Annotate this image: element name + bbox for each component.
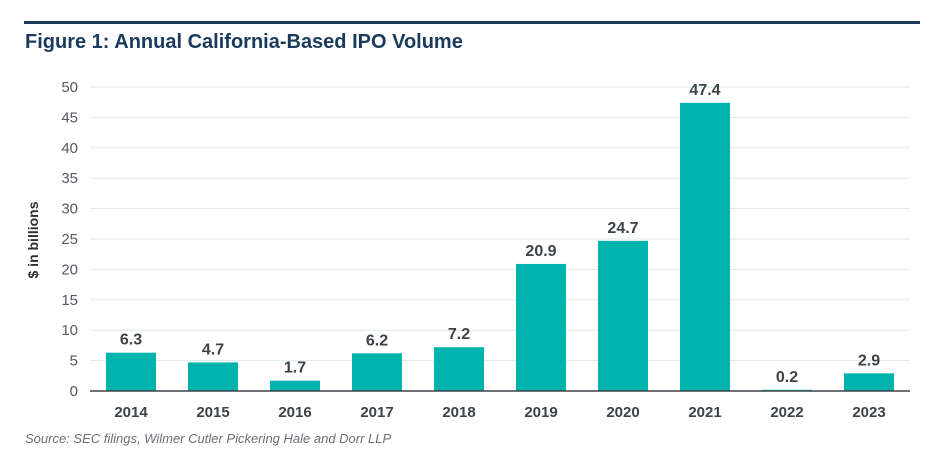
bar-2023 — [844, 373, 894, 391]
data-label: 6.3 — [120, 332, 142, 349]
data-label: 47.4 — [689, 82, 720, 99]
bar-2018 — [434, 347, 484, 391]
x-tick-label: 2020 — [606, 404, 639, 421]
x-tick-label: 2016 — [278, 404, 311, 421]
bar-2021 — [680, 102, 730, 392]
bar-2017 — [352, 353, 402, 391]
x-tick-label: 2015 — [196, 404, 229, 421]
y-axis-label: $ in billions — [25, 201, 41, 278]
y-tick-label: 5 — [70, 353, 78, 370]
chart-title: Figure 1: Annual California-Based IPO Vo… — [25, 31, 463, 53]
data-label: 24.7 — [607, 220, 638, 237]
y-tick-label: 45 — [61, 109, 78, 126]
bar-2015 — [188, 362, 238, 391]
x-tick-label: 2022 — [770, 404, 803, 421]
y-tick-label: 35 — [61, 170, 78, 187]
y-tick-label: 50 — [61, 79, 78, 96]
bar-2014 — [106, 352, 156, 391]
bar-2020 — [598, 240, 648, 391]
data-label: 7.2 — [448, 326, 470, 343]
x-tick-label: 2021 — [688, 404, 721, 421]
source-note: Source: SEC filings, Wilmer Cutler Picke… — [25, 431, 392, 446]
x-tick-label: 2023 — [852, 404, 885, 421]
x-tick-label: 2019 — [524, 404, 557, 421]
y-tick-label: 40 — [61, 140, 78, 157]
x-tick-label: 2014 — [114, 404, 148, 421]
data-label: 20.9 — [525, 243, 556, 260]
data-label: 4.7 — [202, 341, 224, 358]
y-tick-label: 20 — [61, 261, 78, 278]
x-tick-label: 2018 — [442, 404, 475, 421]
x-tick-label: 2017 — [360, 404, 393, 421]
top-rule — [24, 21, 920, 24]
data-label: 6.2 — [366, 332, 388, 349]
y-tick-label: 10 — [61, 322, 78, 339]
y-tick-label: 30 — [61, 201, 78, 218]
bar-2019 — [516, 263, 566, 391]
data-label: 0.2 — [776, 369, 798, 386]
data-label: 1.7 — [284, 360, 306, 377]
y-tick-label: 25 — [61, 231, 78, 248]
data-label: 2.9 — [858, 352, 880, 369]
y-tick-label: 15 — [61, 292, 78, 309]
y-tick-label: 0 — [70, 383, 78, 400]
bar-2016 — [270, 380, 320, 391]
